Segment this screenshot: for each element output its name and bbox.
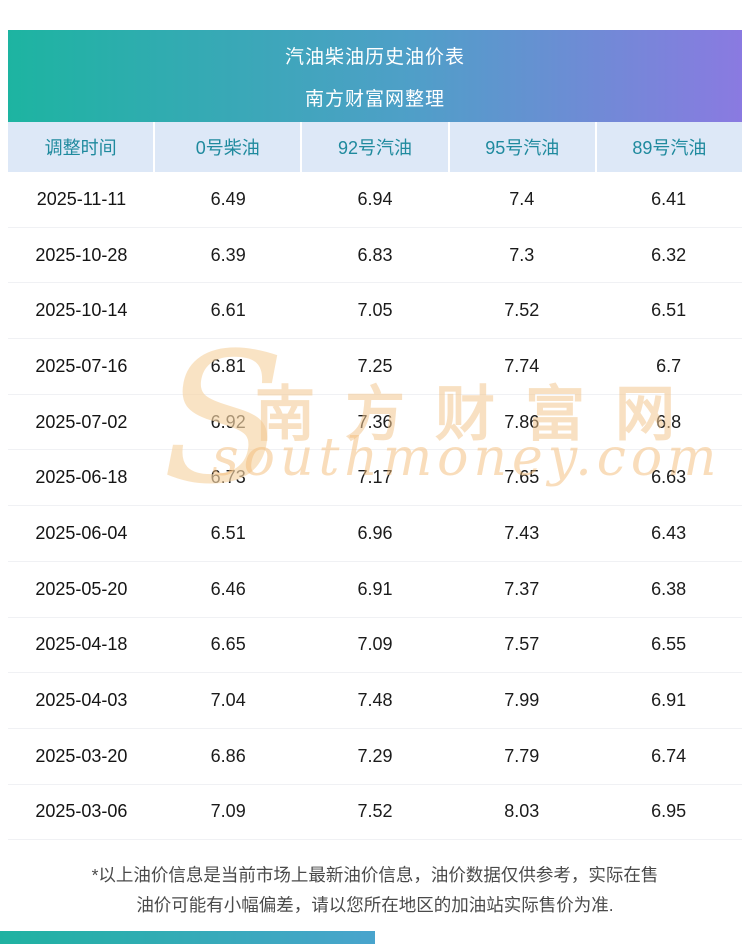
date-cell: 2025-04-03	[35, 690, 128, 711]
price-cell: 6.43	[651, 522, 687, 543]
price-cell: 7.05	[357, 300, 393, 321]
price-cell: 6.46	[210, 578, 246, 599]
price-cell: 7.17	[357, 467, 393, 488]
header-banner: 汽油柴油历史油价表 南方财富网整理	[8, 30, 742, 122]
price-cell: 6.61	[210, 300, 246, 321]
table-row: 2025-07-16 6.81 7.25 7.74 6.7	[8, 339, 742, 395]
price-cell: 6.8	[656, 411, 682, 432]
price-cell: 6.96	[357, 522, 393, 543]
price-cell: 7.52	[504, 300, 540, 321]
price-cell: 6.94	[357, 188, 393, 209]
date-cell: 2025-07-02	[35, 411, 128, 432]
page-subtitle: 南方财富网整理	[304, 88, 445, 110]
price-cell: 7.48	[357, 690, 393, 711]
price-cell: 6.91	[651, 690, 687, 711]
price-cell: 6.91	[357, 578, 393, 599]
price-cell: 8.03	[504, 801, 540, 822]
price-cell: 7.3	[509, 244, 535, 265]
footer-note: *以上油价信息是当前市场上最新油价信息，油价数据仅供参考，实际在售 油价可能有小…	[0, 860, 750, 920]
price-cell: 6.95	[651, 801, 687, 822]
date-cell: 2025-03-20	[35, 745, 128, 766]
price-cell: 6.83	[357, 244, 393, 265]
price-cell: 6.32	[651, 244, 687, 265]
price-cell: 6.41	[651, 188, 687, 209]
price-cell: 7.25	[357, 355, 393, 376]
price-cell: 7.86	[504, 411, 540, 432]
price-cell: 6.7	[656, 355, 682, 376]
price-cell: 6.51	[651, 300, 687, 321]
date-cell: 2025-10-28	[35, 244, 128, 265]
price-cell: 6.55	[651, 634, 687, 655]
table-row: 2025-10-28 6.39 6.83 7.3 6.32	[8, 228, 742, 284]
date-cell: 2025-03-06	[35, 801, 128, 822]
price-cell: 6.38	[651, 578, 687, 599]
table-row: 2025-06-18 6.73 7.17 7.65 6.63	[8, 450, 742, 507]
price-cell: 7.65	[504, 467, 540, 488]
price-cell: 7.57	[504, 634, 540, 655]
price-cell: 7.29	[357, 745, 393, 766]
price-cell: 7.79	[504, 745, 540, 766]
column-header-2: 92号汽油	[302, 122, 450, 172]
price-cell: 7.74	[504, 355, 540, 376]
price-cell: 7.4	[509, 188, 535, 209]
table-row: 2025-06-04 6.51 6.96 7.43 6.43	[8, 506, 742, 562]
price-cell: 6.86	[210, 745, 246, 766]
price-cell: 7.09	[210, 801, 246, 822]
price-cell: 6.81	[210, 355, 246, 376]
price-cell: 6.51	[210, 522, 246, 543]
date-cell: 2025-05-20	[35, 578, 128, 599]
price-cell: 7.37	[504, 578, 540, 599]
page-title: 汽油柴油历史油价表	[284, 46, 465, 68]
price-cell: 7.52	[357, 801, 393, 822]
date-cell: 2025-11-11	[36, 188, 127, 209]
price-cell: 6.39	[210, 244, 246, 265]
table-row: 2025-05-20 6.46 6.91 7.37 6.38	[8, 562, 742, 618]
price-cell: 6.63	[651, 467, 687, 488]
footer-note-line2: 油价可能有小幅偏差，请以您所在地区的加油站实际售价为准.	[136, 895, 614, 915]
price-cell: 7.99	[504, 690, 540, 711]
date-cell: 2025-07-16	[35, 355, 128, 376]
bottom-gradient-bar	[0, 931, 375, 944]
date-cell: 2025-06-18	[35, 467, 128, 488]
table-header-row: 调整时间 0号柴油 92号汽油 95号汽油 89号汽油	[8, 122, 743, 172]
price-cell: 6.65	[210, 634, 246, 655]
price-cell: 7.09	[357, 634, 393, 655]
table-row: 2025-03-06 7.09 7.52 8.03 6.95	[8, 785, 742, 841]
price-cell: 6.49	[210, 188, 246, 209]
table-row: 2025-07-02 6.92 7.36 7.86 6.8	[8, 395, 742, 451]
table-row: 2025-04-03 7.04 7.48 7.99 6.91	[8, 673, 742, 729]
table-row: 2025-04-18 6.65 7.09 7.57 6.55	[8, 618, 742, 674]
price-cell: 7.04	[210, 690, 246, 711]
price-cell: 6.92	[210, 411, 246, 432]
column-header-0: 调整时间	[8, 122, 156, 172]
price-cell: 6.73	[210, 467, 246, 488]
table-body: 2025-11-11 6.49 6.94 7.4 6.41 2025-10-28 6.39 6…	[8, 172, 742, 841]
column-header-4: 89号汽油	[596, 122, 743, 172]
date-cell: 2025-04-18	[35, 634, 128, 655]
price-cell: 7.36	[357, 411, 393, 432]
date-cell: 2025-06-04	[35, 522, 128, 543]
table-row: 2025-03-20 6.86 7.29 7.79 6.74	[8, 729, 742, 785]
column-header-3: 95号汽油	[449, 122, 597, 172]
date-cell: 2025-10-14	[35, 300, 128, 321]
price-cell: 7.43	[504, 522, 540, 543]
column-header-1: 0号柴油	[155, 122, 303, 172]
table-row: 2025-11-11 6.49 6.94 7.4 6.41	[8, 172, 742, 228]
footer-note-line1: *以上油价信息是当前市场上最新油价信息，油价数据仅供参考，实际在售	[91, 865, 659, 885]
price-cell: 6.74	[651, 745, 687, 766]
table-row: 2025-10-14 6.61 7.05 7.52 6.51	[8, 283, 742, 340]
